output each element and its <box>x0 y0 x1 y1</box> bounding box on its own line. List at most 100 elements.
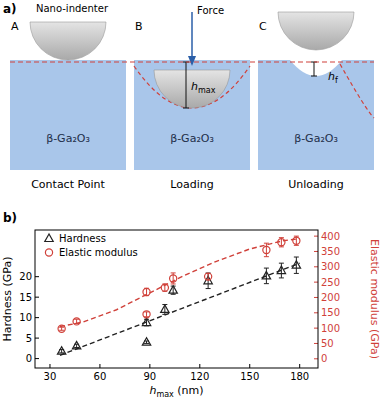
data-point <box>278 239 285 246</box>
substrate <box>258 60 374 170</box>
x-label-main: h <box>149 384 156 397</box>
data-point <box>293 237 300 244</box>
data-point <box>143 311 150 318</box>
substrate <box>10 60 126 170</box>
error-bar <box>264 243 269 256</box>
y2-tick-label: 400 <box>321 231 340 242</box>
x-tick-label: 120 <box>190 371 209 382</box>
legend-label: Elastic modulus <box>59 247 138 258</box>
x-axis-label: hmax (nm) <box>149 384 203 399</box>
data-point <box>142 318 150 326</box>
y2-tick <box>314 312 318 313</box>
y2-tick <box>314 236 318 237</box>
indenter <box>154 70 230 108</box>
data-point <box>142 338 150 346</box>
hmax-label: hmax <box>191 80 216 95</box>
legend-marker <box>45 249 52 256</box>
data-point <box>169 286 177 294</box>
y2-tick <box>314 282 318 283</box>
x-tick-label: 180 <box>290 371 309 382</box>
data-point <box>72 341 80 349</box>
x-tick <box>149 364 150 368</box>
x-tick <box>99 364 100 368</box>
y2-tick-label: 100 <box>321 323 340 334</box>
material-label: β-Ga₂O₃ <box>46 132 90 145</box>
data-point <box>277 266 285 274</box>
y-tick-label: 0 <box>26 353 32 364</box>
y2-tick-label: 50 <box>321 338 334 349</box>
panel-label: b) <box>3 211 17 225</box>
indenter-label: Nano-indenter <box>36 3 109 14</box>
x-label-unit: (nm) <box>174 384 204 397</box>
y-tick-label: 5 <box>26 333 32 344</box>
y-tick-label: 15 <box>19 292 32 303</box>
data-point <box>161 305 169 313</box>
y2-axis-label: Elastic modulus (GPa) <box>368 239 381 359</box>
data-point <box>263 246 270 253</box>
x-tick <box>299 364 300 368</box>
panel-caption: Contact Point <box>31 178 105 191</box>
hf-sub: f <box>335 76 338 85</box>
x-tick-label: 30 <box>44 371 57 382</box>
hmax-bracket <box>183 62 189 108</box>
y2-tick <box>314 251 318 252</box>
hmax-sub: max <box>198 86 216 95</box>
legend-marker <box>45 234 53 242</box>
material-label: β-Ga₂O₃ <box>170 132 214 145</box>
y2-tick <box>314 343 318 344</box>
data-point <box>161 284 168 291</box>
hf-h: h <box>328 70 335 83</box>
y2-tick <box>314 328 318 329</box>
y2-tick <box>314 266 318 267</box>
x-tick-label: 60 <box>94 371 107 382</box>
y-tick <box>35 276 39 277</box>
y2-tick-label: 200 <box>321 292 340 303</box>
data-point <box>262 271 270 279</box>
data-point <box>73 318 80 325</box>
error-bar <box>294 257 299 273</box>
hf-bracket <box>311 62 317 76</box>
plot-data <box>57 236 300 355</box>
x-tick <box>249 364 250 368</box>
y2-tick-label: 0 <box>321 353 327 364</box>
y-axis-label: Hardness (GPa) <box>1 256 14 341</box>
legend-label: Hardness <box>59 233 106 244</box>
hmax-h: h <box>191 80 198 93</box>
indenter <box>30 22 106 60</box>
x-tick <box>49 364 50 368</box>
chart: b)30609012015018005101520050100150200250… <box>1 211 381 399</box>
data-point <box>292 261 300 269</box>
data-point <box>58 325 65 332</box>
data-point <box>170 275 177 282</box>
panel-caption: Loading <box>170 178 213 191</box>
plot-frame <box>35 230 318 368</box>
panel-label: a) <box>3 2 17 16</box>
panel-letter: A <box>11 20 19 33</box>
panel-letter: B <box>135 20 143 33</box>
data-point <box>57 347 65 355</box>
fit-line <box>60 239 300 327</box>
y-tick <box>35 317 39 318</box>
y-tick <box>35 338 39 339</box>
hf-label: hf <box>328 70 338 85</box>
figure: a) A Contact Point β-Ga₂O₃ Nano-indenter B Loa… <box>0 0 382 399</box>
error-bar <box>206 274 211 280</box>
y-tick-label: 20 <box>19 271 32 282</box>
legend: Hardness Elastic modulus <box>45 233 138 258</box>
error-bar <box>59 327 64 330</box>
x-tick-label: 150 <box>240 371 259 382</box>
y-tick <box>35 297 39 298</box>
error-bar <box>74 319 79 323</box>
diagram: a) A Contact Point β-Ga₂O₃ Nano-indenter B Loa… <box>3 2 374 191</box>
indenter <box>278 12 354 50</box>
force-label: Force <box>197 5 224 16</box>
x-label-sub: max <box>156 390 174 399</box>
data-point <box>205 273 212 280</box>
y2-tick <box>314 297 318 298</box>
y2-tick-label: 150 <box>321 307 340 318</box>
y2-tick-label: 250 <box>321 277 340 288</box>
material-label: β-Ga₂O₃ <box>294 132 338 145</box>
x-tick <box>199 364 200 368</box>
x-tick-label: 90 <box>143 371 156 382</box>
deformation-line <box>134 66 250 108</box>
